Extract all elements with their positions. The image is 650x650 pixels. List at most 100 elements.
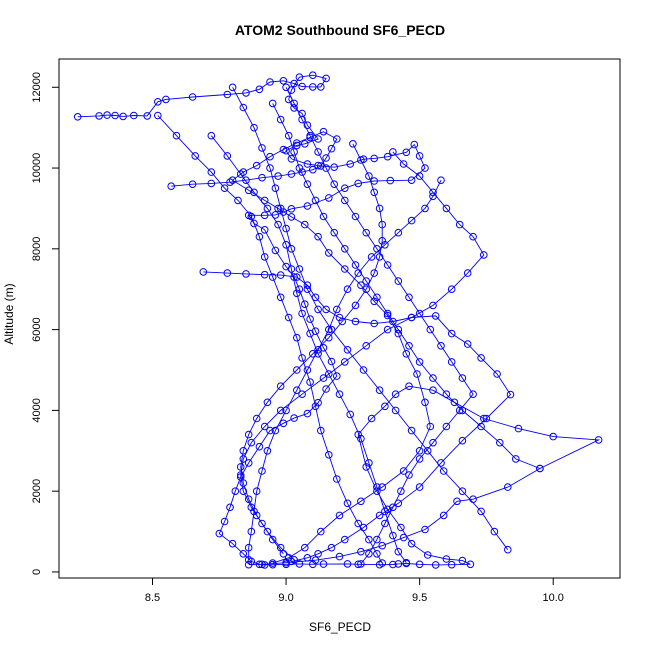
data-point: [370, 297, 379, 306]
data-point: [252, 511, 261, 520]
data-point: [167, 182, 175, 190]
data-point: [493, 370, 501, 378]
data-point: [287, 205, 296, 213]
data-point: [407, 176, 416, 184]
data-point: [268, 99, 277, 108]
data-point: [239, 455, 248, 463]
data-point: [234, 196, 242, 205]
data-point: [303, 202, 312, 210]
data-point: [295, 560, 304, 568]
data-point: [301, 300, 309, 309]
data-point: [271, 426, 280, 435]
data-point: [362, 277, 371, 285]
data-point: [394, 547, 403, 556]
data-point: [335, 390, 344, 399]
data-point: [341, 358, 349, 366]
data-point: [439, 511, 448, 520]
data-point: [415, 447, 424, 455]
data-point: [362, 342, 371, 350]
data-point: [365, 535, 373, 544]
data-point: [258, 519, 266, 528]
data-point: [375, 511, 384, 520]
data-point: [306, 315, 314, 323]
data-point: [362, 285, 371, 294]
data-point: [383, 311, 392, 320]
data-point: [303, 160, 312, 168]
data-point: [319, 212, 328, 221]
data-point: [343, 285, 352, 294]
data-point: [383, 325, 392, 334]
data-point: [330, 163, 339, 171]
data-point: [279, 145, 288, 154]
data-point: [220, 184, 229, 192]
data-point: [231, 487, 240, 496]
data-point: [399, 533, 408, 542]
y-tick-label: 12000: [31, 72, 43, 103]
x-tick-label: 9.5: [412, 592, 427, 604]
data-point: [536, 464, 544, 473]
data-point: [314, 232, 322, 241]
data-point: [413, 370, 421, 378]
data-point: [317, 162, 325, 170]
data-point: [314, 550, 322, 558]
data-point: [357, 497, 365, 506]
data-point: [282, 83, 290, 92]
data-point: [394, 325, 403, 334]
data-point: [303, 180, 312, 188]
data-point: [239, 103, 248, 112]
data-point: [260, 561, 269, 569]
data-point: [463, 269, 472, 277]
data-point: [402, 350, 411, 358]
data-point: [431, 312, 440, 320]
data-point: [260, 270, 269, 279]
data-point: [365, 459, 373, 467]
profile-series: [282, 83, 477, 568]
data-point: [327, 144, 336, 153]
data-point: [111, 111, 119, 120]
data-point: [322, 154, 330, 162]
data-point: [236, 471, 245, 479]
data-point: [311, 402, 320, 411]
data-point: [370, 269, 379, 277]
data-point: [250, 507, 258, 516]
data-point: [439, 467, 448, 475]
data-point: [223, 269, 232, 277]
data-point: [429, 438, 437, 447]
data-point: [405, 382, 413, 391]
data-point: [268, 559, 277, 567]
data-point: [255, 560, 264, 569]
data-point: [271, 246, 280, 255]
data-point: [250, 123, 258, 132]
data-point: [290, 148, 298, 156]
data-point: [426, 422, 435, 431]
data-point: [362, 228, 371, 237]
data-point: [303, 121, 312, 129]
data-point: [415, 358, 424, 366]
profile-series: [154, 111, 387, 567]
data-point: [480, 251, 488, 259]
data-point: [154, 98, 162, 106]
data-point: [306, 329, 314, 338]
data-point: [480, 414, 488, 423]
profile-series: [236, 148, 488, 558]
data-point: [247, 212, 256, 221]
data-point: [223, 152, 232, 160]
data-point: [373, 293, 381, 302]
x-axis: 8.5 9.0 9.5 10.0: [145, 578, 564, 604]
data-point: [330, 228, 339, 237]
y-tick-label: 10000: [31, 153, 43, 184]
data-point: [242, 270, 250, 278]
data-point: [354, 560, 363, 569]
data-point: [319, 344, 328, 352]
data-point: [447, 560, 456, 569]
data-point: [309, 350, 317, 358]
data-point: [266, 164, 274, 172]
data-point: [335, 511, 344, 520]
data-point: [266, 426, 274, 435]
data-point: [504, 545, 512, 554]
data-point: [287, 245, 296, 253]
data-point: [301, 220, 309, 229]
data-point: [357, 434, 365, 443]
data-point: [378, 559, 387, 567]
data-point: [309, 71, 317, 79]
